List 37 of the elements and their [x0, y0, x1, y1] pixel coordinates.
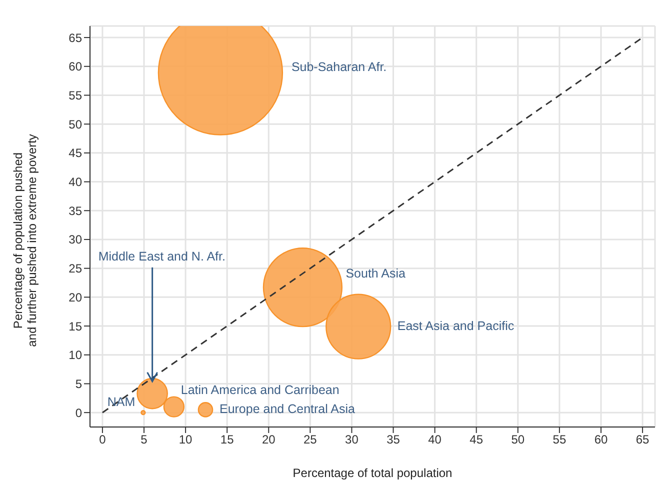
annotation: NAM	[107, 394, 136, 409]
y-tick-label: 20	[68, 290, 82, 304]
y-tick-label: 0	[75, 406, 82, 420]
annotation: Sub-Saharan Afr.	[291, 60, 387, 74]
y-tick-label: 50	[68, 117, 82, 132]
x-tick-label: 60	[594, 432, 608, 447]
y-tick-label: 65	[68, 30, 82, 45]
x-tick-label: 55	[552, 432, 566, 447]
x-tick-label: 35	[386, 432, 400, 447]
x-tick-label: 15	[220, 432, 234, 447]
annotation: Latin America and Carribean	[180, 383, 340, 398]
x-tick-label: 45	[470, 432, 484, 447]
annotation: Europe and Central Asia	[219, 402, 356, 416]
x-tick-label: 50	[511, 432, 525, 447]
x-tick-label: 20	[262, 432, 276, 447]
y-tick-label: 30	[68, 232, 82, 247]
y-tick-label: 40	[68, 175, 82, 190]
y-tick-label: 60	[68, 60, 82, 74]
annotation: South Asia	[346, 266, 406, 281]
x-tick-label: 0	[99, 432, 106, 447]
x-tick-label: 10	[178, 432, 193, 447]
x-tick-label: 30	[345, 432, 359, 447]
x-tick-label: 65	[636, 432, 650, 447]
y-tick-label: 5	[75, 376, 82, 391]
x-tick-label: 40	[428, 432, 442, 447]
x-axis-title: Percentage of total population	[292, 466, 452, 480]
y-axis-title: Percentage of population pushed and further pushed into extreme poverty	[11, 134, 39, 347]
x-tick-label: 25	[304, 432, 318, 447]
y-tick-label: 25	[68, 262, 82, 276]
y-tick-label: 15	[68, 319, 82, 334]
y-tick-label: 10	[68, 348, 82, 362]
y-tick-label: 35	[68, 204, 82, 218]
annotation: Middle East and N. Afr.	[98, 250, 226, 264]
annotation: East Asia and Pacific	[397, 318, 514, 333]
y-tick-label: 55	[68, 88, 82, 102]
y-tick-label: 45	[68, 146, 82, 160]
x-tick-label: 5	[140, 432, 148, 447]
